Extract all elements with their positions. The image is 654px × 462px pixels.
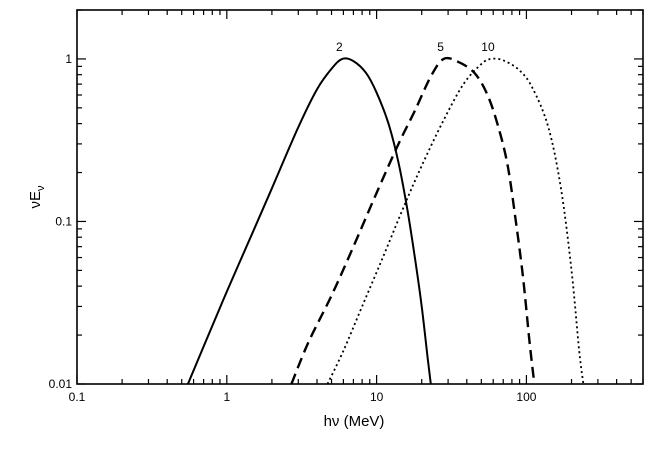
x-axis-title: hν (MeV) xyxy=(324,413,385,430)
y-axis-label-main: νE xyxy=(27,191,44,209)
series-label-2: 2 xyxy=(336,40,343,54)
series-label-5: 5 xyxy=(437,40,444,54)
y-axis-title: νEν xyxy=(27,185,47,209)
series-line-5 xyxy=(290,56,536,385)
axis-ticks xyxy=(76,9,644,385)
series-curves xyxy=(186,56,585,385)
x-tick-label: 100 xyxy=(516,390,536,404)
y-tick-label: 0.1 xyxy=(55,214,72,228)
plot-frame xyxy=(76,9,644,385)
y-axis-label: νEν xyxy=(27,185,47,209)
series-line-10 xyxy=(326,57,585,385)
series-labels: 2 5 10 xyxy=(336,40,495,54)
x-tick-label: 10 xyxy=(370,390,384,404)
x-tick-label: 0.1 xyxy=(69,390,86,404)
y-tick-label: 0.01 xyxy=(49,377,73,391)
y-tick-label: 1 xyxy=(65,52,72,66)
series-line-2 xyxy=(186,57,432,385)
y-axis-label-subscript: ν xyxy=(35,185,47,191)
x-axis-label: hν (MeV) xyxy=(324,413,385,430)
series-label-10: 10 xyxy=(481,40,495,54)
x-tick-label: 1 xyxy=(223,390,230,404)
